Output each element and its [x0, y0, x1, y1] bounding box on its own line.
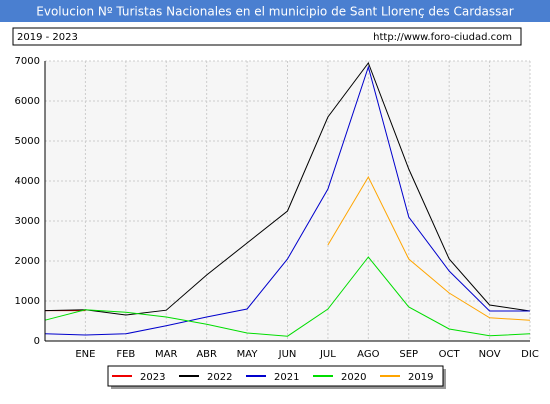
legend-label: 2021: [274, 372, 299, 383]
series-line: [327, 175, 531, 321]
x-tick-label: MAY: [237, 349, 259, 360]
series-line: [44, 65, 530, 336]
x-tick-label: NOV: [479, 349, 501, 360]
y-tick-label: 6000: [15, 96, 40, 107]
y-tick-label: 7000: [15, 56, 40, 67]
y-tick-label: 1000: [15, 296, 40, 307]
title-bar: [0, 0, 550, 22]
y-tick-label: 2000: [15, 256, 40, 267]
x-tick-label: ENE: [75, 349, 95, 360]
legend-label: 2023: [140, 372, 165, 383]
legend: [107, 365, 444, 387]
subtitle: 2019 - 2023: [17, 32, 78, 43]
x-tick-label: OCT: [439, 349, 461, 360]
x-tick-label: JUL: [319, 349, 336, 360]
legend-label: 2019: [408, 372, 433, 383]
y-tick-label: 4000: [15, 176, 40, 187]
x-tick-label: FEB: [116, 349, 135, 360]
source: http://www.foro-ciudad.com: [373, 32, 512, 43]
x-tick-label: JUN: [278, 349, 297, 360]
y-tick-label: 5000: [15, 136, 40, 147]
x-tick-label: ABR: [196, 349, 217, 360]
series-line: [44, 61, 531, 316]
chart-title: Evolucion Nº Turistas Nacionales en el m…: [36, 5, 514, 19]
series-line: [44, 256, 531, 337]
y-tick-label: 0: [34, 336, 40, 347]
y-tick-label: 3000: [15, 216, 40, 227]
x-tick-label: AGO: [357, 349, 379, 360]
legend-label: 2020: [341, 372, 366, 383]
x-tick-label: DIC: [521, 349, 539, 360]
subtitle-box: [12, 27, 522, 46]
legend-label: 2022: [207, 372, 232, 383]
x-tick-label: SEP: [399, 349, 418, 360]
x-tick-label: MAR: [155, 349, 177, 360]
